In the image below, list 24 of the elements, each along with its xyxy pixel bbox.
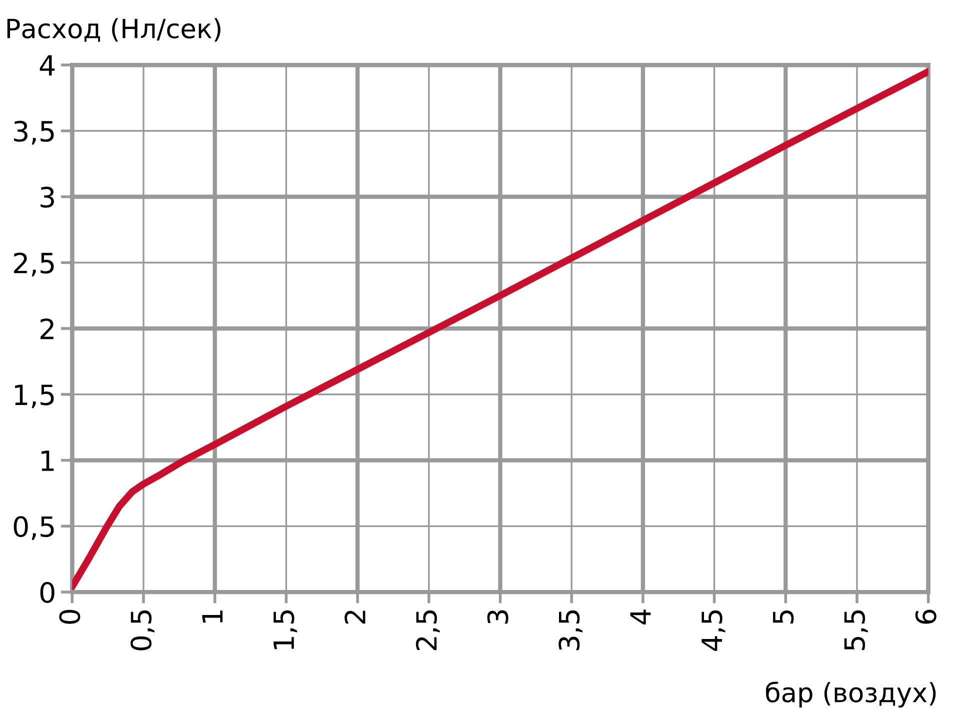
x-axis-title: бар (воздух): [766, 682, 936, 708]
x-tick-label: 4,5: [702, 610, 726, 651]
x-tick-label: 5: [773, 610, 794, 624]
x-tick-label: 6: [915, 610, 936, 624]
x-tick-label: 2,5: [416, 610, 440, 650]
y-tick-label: 2: [40, 318, 54, 340]
x-tick-label: 3,5: [558, 610, 582, 650]
y-tick-label: 2,5: [14, 252, 54, 276]
x-tick-label: 4: [630, 610, 651, 624]
x-tick-label: 0,5: [130, 610, 154, 650]
x-tick-label: 3: [487, 610, 508, 624]
y-tick-label: 0: [40, 582, 54, 603]
x-tick-label: 0: [59, 610, 80, 624]
y-tick-label: 0,5: [14, 516, 54, 540]
y-tick-label: 1: [42, 450, 54, 471]
x-tick-label: 2: [344, 610, 366, 624]
x-tick-label: 1,5: [274, 610, 298, 650]
y-tick-label: 1,5: [15, 384, 54, 408]
y-tick-label: 3: [40, 186, 54, 208]
x-tick-label: 5,5: [844, 610, 868, 650]
x-tick-label: 1: [202, 610, 223, 623]
y-axis-title: Расход (Нл/сек): [7, 18, 220, 42]
y-tick-label: 3,5: [14, 120, 54, 145]
y-tick-label: 4: [40, 55, 55, 76]
